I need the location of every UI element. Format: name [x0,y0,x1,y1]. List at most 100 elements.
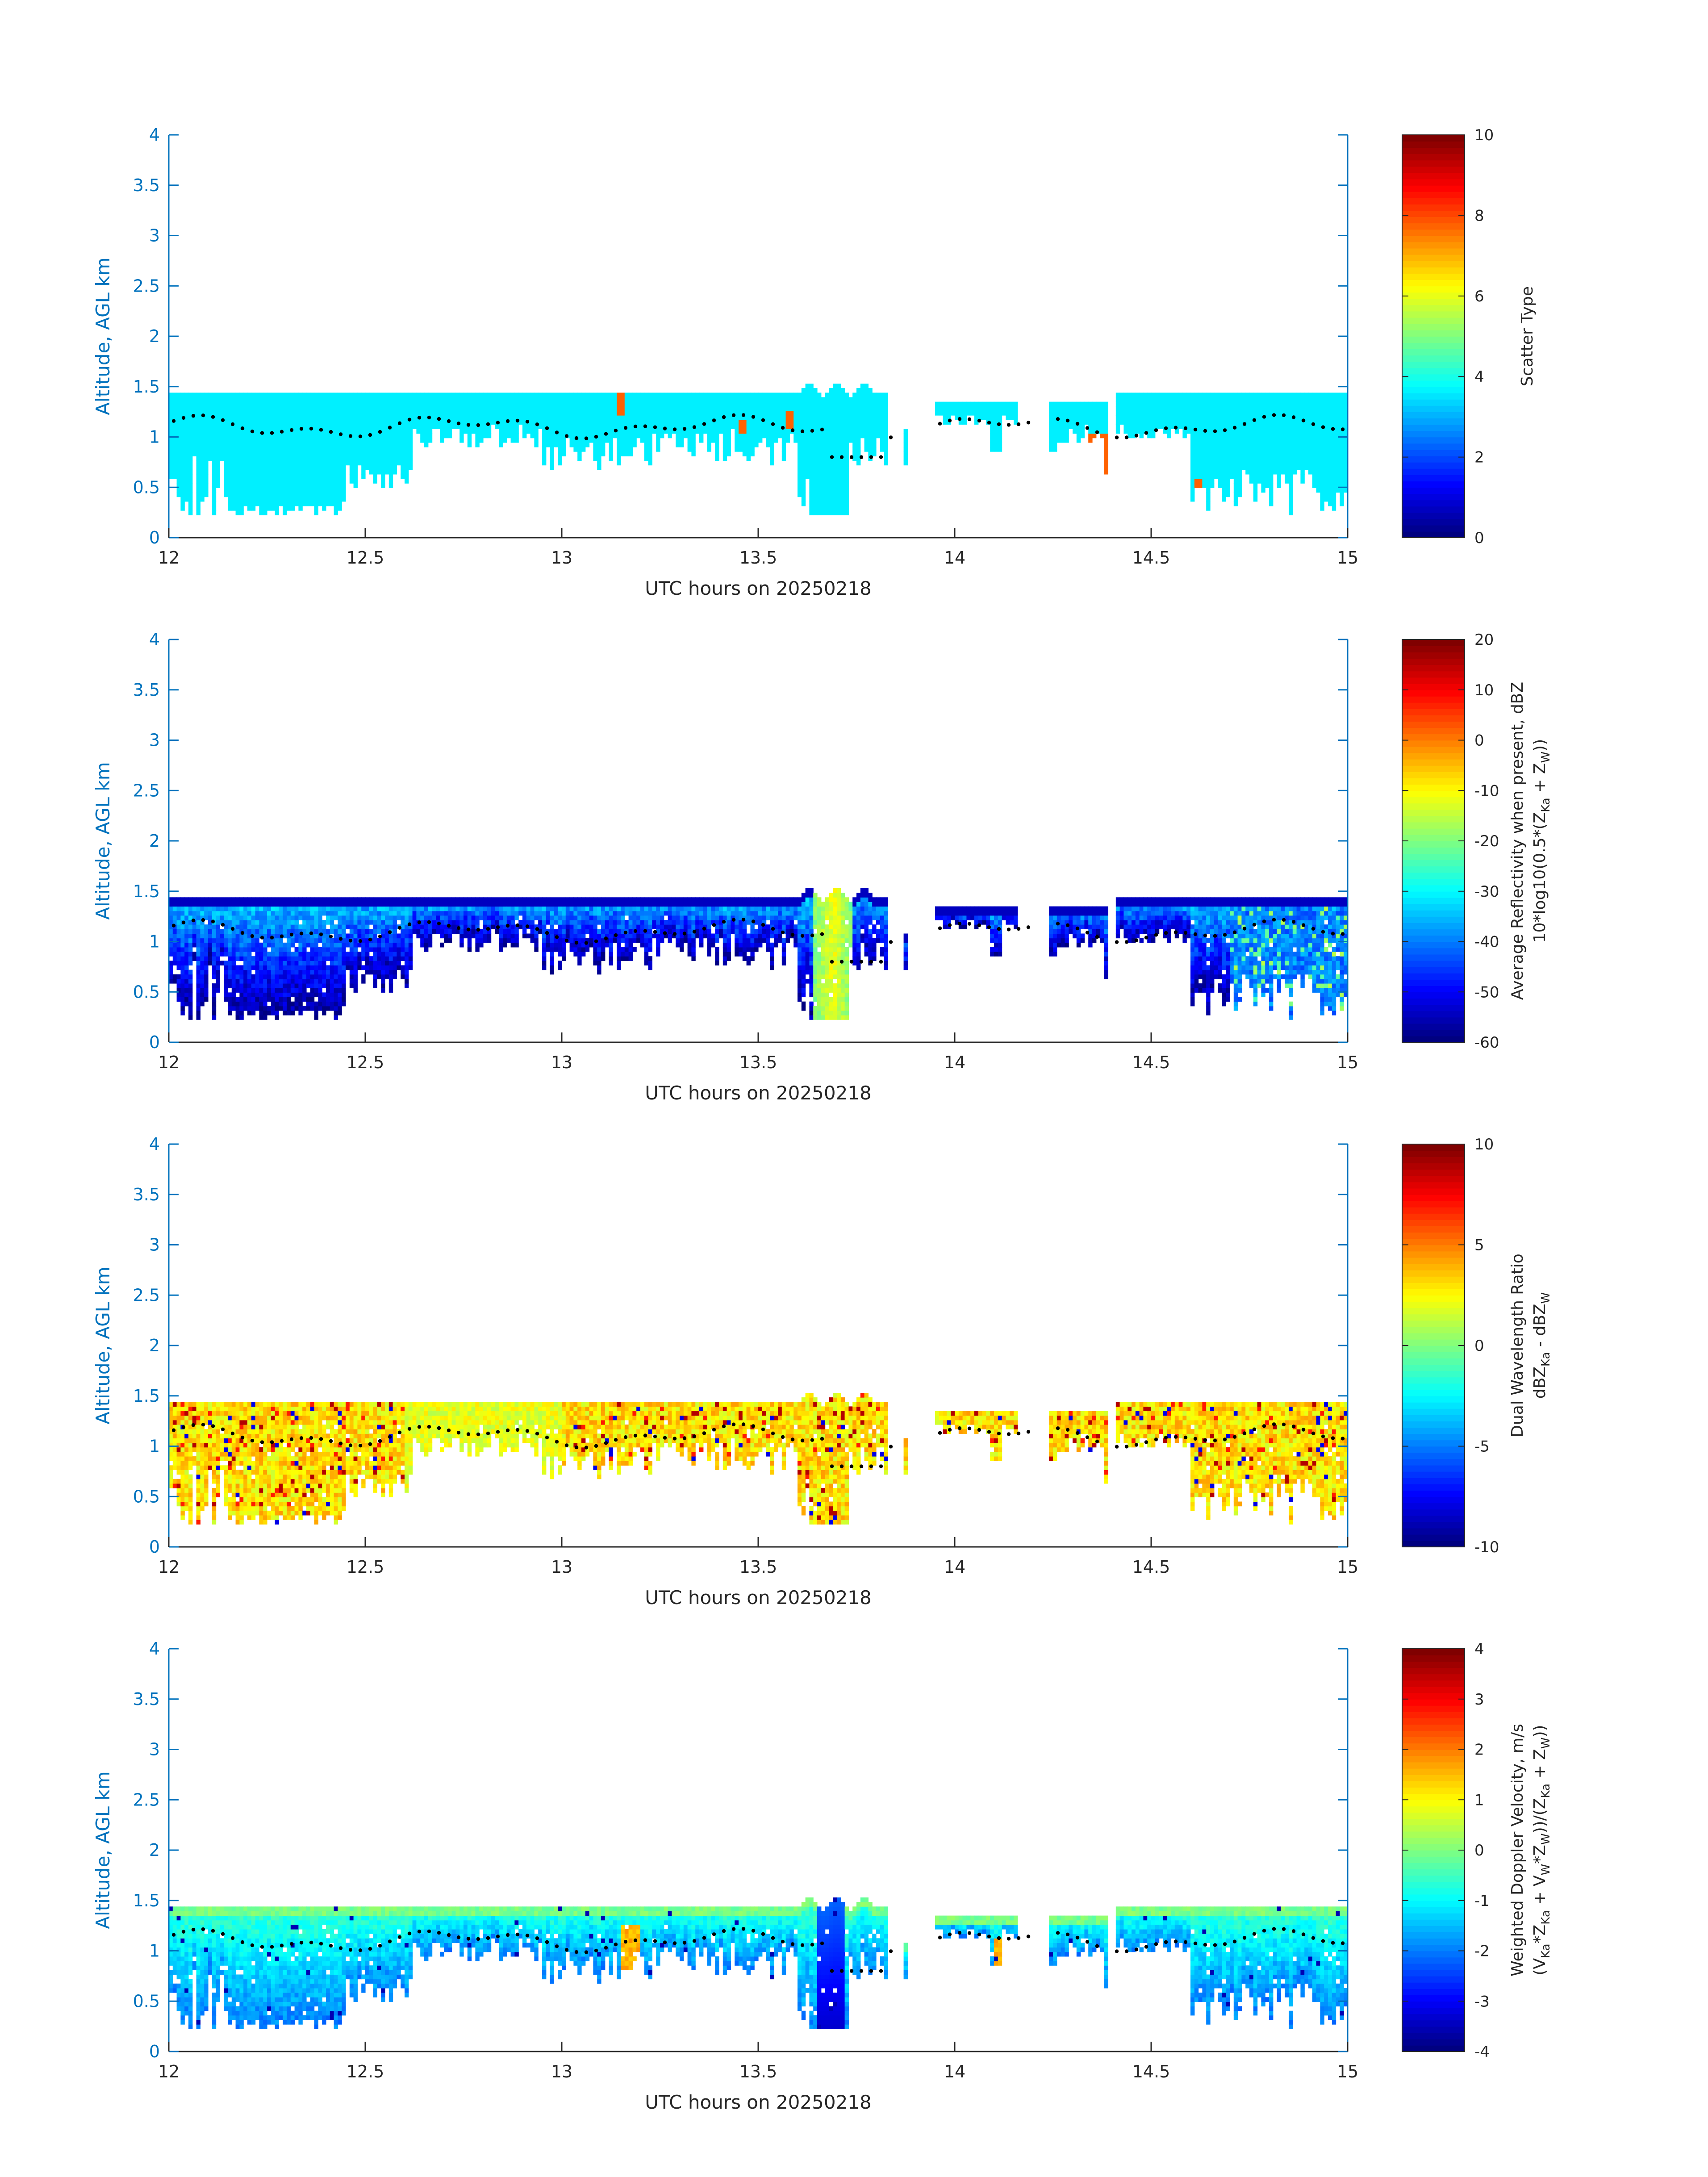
heatmap-cell [581,415,586,420]
heatmap-cell [801,488,806,493]
heatmap-cell [1092,429,1097,434]
heatmap-cell [1320,438,1324,443]
heatmap-cell [184,902,189,907]
heatmap-cell [813,479,818,484]
heatmap-cell [856,415,861,420]
heatmap-cell [216,397,220,402]
heatmap-cell [1218,456,1222,461]
heatmap-cell [1198,438,1203,443]
heatmap-cell [271,410,276,416]
heatmap-cell [255,497,259,502]
heatmap-cell [1265,479,1270,484]
heatmap-cell [821,497,826,502]
heatmap-cell [1269,397,1274,402]
heatmap-cell [318,465,322,470]
heatmap-cell [825,465,829,470]
heatmap-cell [1135,424,1140,429]
heatmap-cell [342,410,346,416]
heatmap-cell [1237,393,1242,397]
heatmap-cell [200,938,205,943]
heatmap-cell [526,406,531,411]
heatmap-cell [1245,442,1250,447]
heatmap-cell [377,433,381,439]
heatmap-cell [271,420,276,425]
heatmap-cell [785,401,790,407]
cloud-base-dot [230,422,235,426]
heatmap-cell [801,442,806,447]
heatmap-cell [334,438,338,443]
heatmap-cell [231,952,236,957]
heatmap-cell [1285,474,1289,479]
heatmap-cell [459,433,464,439]
colorbar-step [1402,336,1465,343]
heatmap-cell [840,465,845,470]
heatmap-cell [200,483,205,488]
heatmap-cell [271,479,276,484]
heatmap-cell [1340,424,1344,429]
heatmap-cell [1316,465,1320,470]
heatmap-cell [754,393,759,397]
heatmap-cell [1316,410,1320,416]
heatmap-cell [1123,415,1128,420]
heatmap-cell [401,474,405,479]
heatmap-cell [330,492,334,497]
heatmap-cell [770,451,774,456]
heatmap-cell [180,506,185,511]
heatmap-cell [1104,438,1108,443]
heatmap-cell [829,388,833,393]
heatmap-cell [263,479,267,484]
heatmap-cell [180,497,185,502]
heatmap-cell [1316,442,1320,447]
heatmap-cell [200,965,205,970]
heatmap-cell [294,442,299,447]
heatmap-cell [1222,465,1226,470]
heatmap-cell [338,465,342,470]
heatmap-cell [1206,474,1211,479]
heatmap-cell [247,483,252,488]
heatmap-cell [318,474,322,479]
heatmap-cell [680,433,684,439]
heatmap-cell [235,393,240,397]
heatmap-cell [1006,406,1010,411]
heatmap-cell [176,460,181,466]
heatmap-cell [848,397,853,402]
heatmap-cell [1328,501,1332,506]
heatmap-cell [668,429,672,434]
heatmap-cell [1182,397,1187,402]
heatmap-cell [1178,420,1183,425]
heatmap-cell [613,415,617,420]
heatmap-cell [231,420,236,425]
heatmap-cell [1277,438,1281,443]
heatmap-cell [184,456,189,461]
heatmap-cell [1182,401,1187,407]
heatmap-cell [176,897,181,902]
heatmap-cell [1289,406,1293,411]
heatmap-cell [176,997,181,1002]
heatmap-cell [169,978,173,984]
heatmap-cell [837,438,841,443]
heatmap-cell [1340,447,1344,452]
heatmap-cell [475,438,480,443]
heatmap-cell [648,410,652,416]
heatmap-cell [581,429,586,434]
colorbar-step [1402,424,1465,431]
heatmap-cell [1261,460,1265,466]
heatmap-cell [1206,492,1211,497]
heatmap-cells [169,384,1348,515]
heatmap-cell [220,393,224,397]
heatmap-cell [224,997,228,1002]
heatmap-cell [487,406,492,411]
heatmap-cell [239,456,244,461]
heatmap-cell [522,433,527,439]
heatmap-cell [208,438,213,443]
heatmap-cell [475,401,480,407]
heatmap-cell [813,465,818,470]
cloud-base-dot [447,419,451,423]
heatmap-cell [813,415,818,420]
heatmap-cell [401,433,405,439]
heatmap-cell [1289,456,1293,461]
cloud-base-dot [289,428,294,432]
heatmap-cell [1139,420,1144,425]
heatmap-cell [200,456,205,461]
heatmap-cell [1237,438,1242,443]
